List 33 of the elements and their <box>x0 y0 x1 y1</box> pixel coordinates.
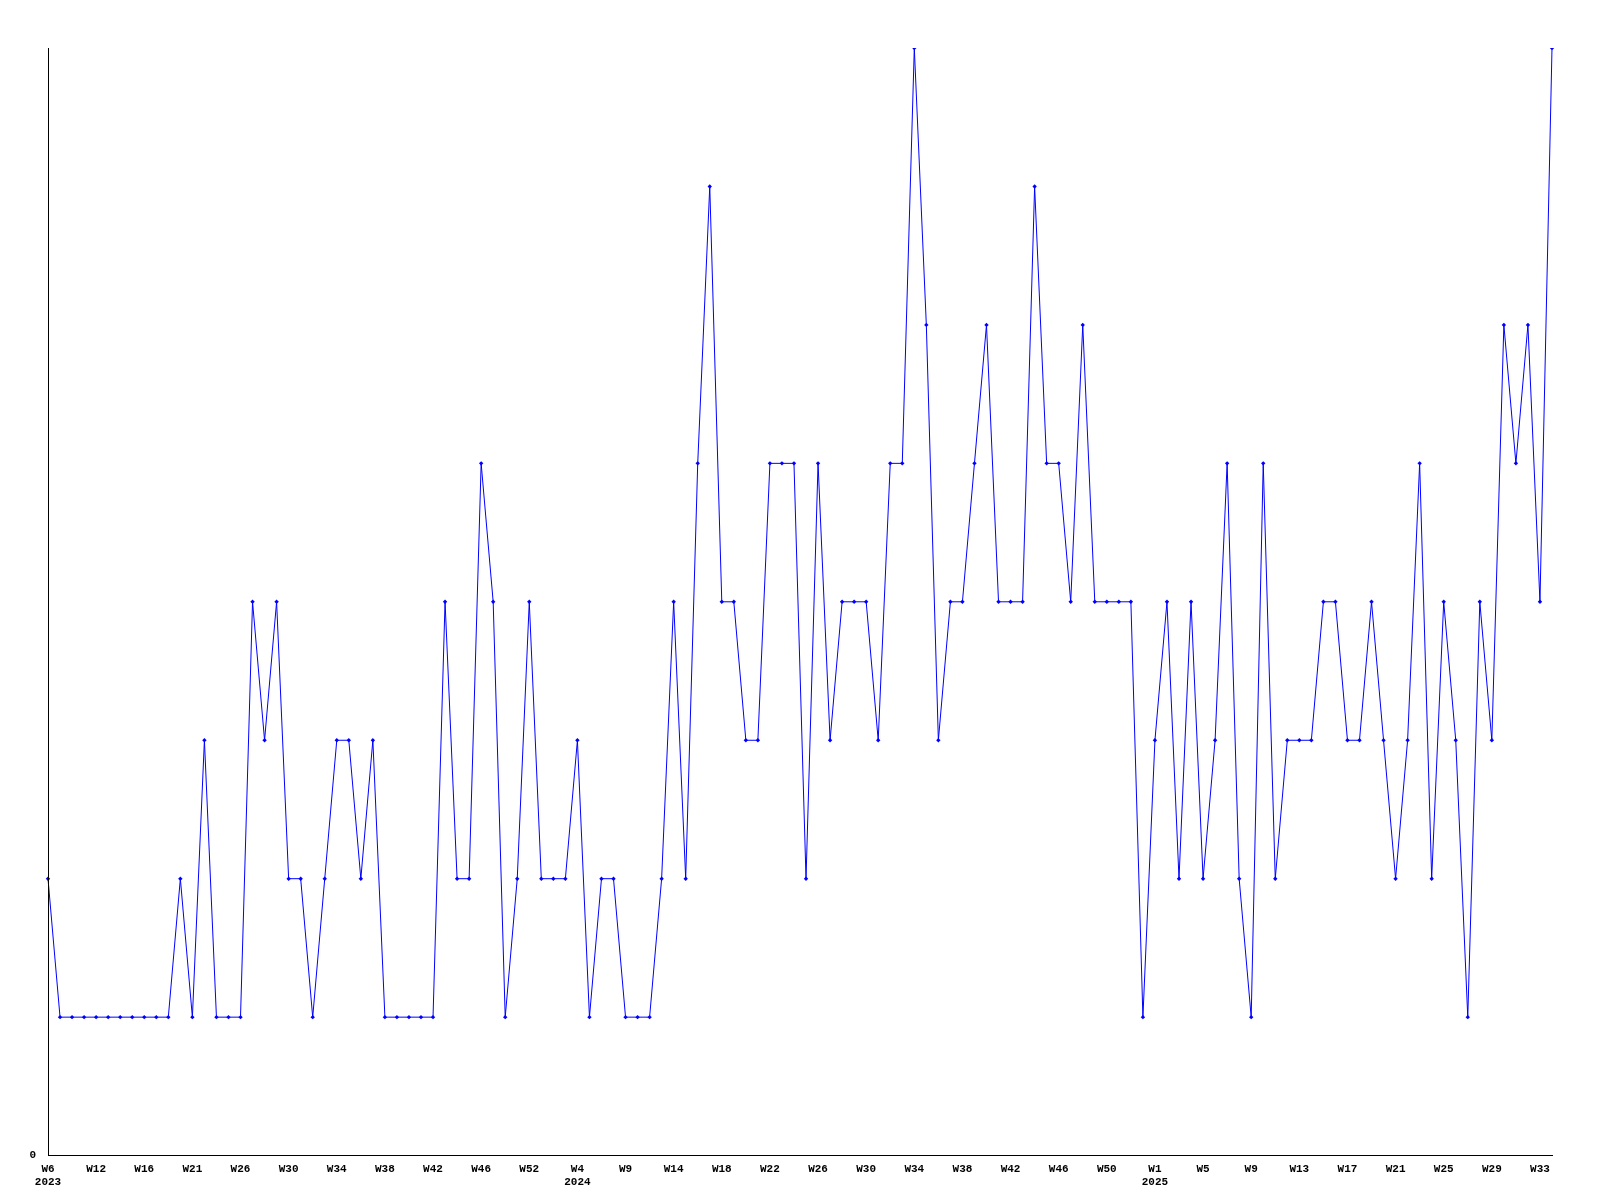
x-tick-label: W52 <box>519 1162 540 1175</box>
x-tick-label: W46 <box>1048 1162 1069 1175</box>
x-tick-label: W16 <box>134 1162 155 1175</box>
x-tick-label: W33 <box>1530 1162 1551 1175</box>
x-tick-label: W13 <box>1289 1162 1310 1175</box>
x-tick-label: W42 <box>423 1162 443 1175</box>
x-tick-label: W5 <box>1196 1162 1211 1175</box>
x-tick-label: W17 <box>1337 1162 1358 1175</box>
x-tick-label: W42 <box>1000 1162 1021 1175</box>
x-tick-label: W30 <box>856 1162 877 1175</box>
x-tick-label: W29 <box>1481 1162 1502 1175</box>
x-tick-label: W22 <box>760 1162 780 1175</box>
x-tick-label: W38 <box>952 1162 973 1175</box>
x-tick-label: W50 <box>1096 1162 1117 1175</box>
x-tick-label: W18 <box>711 1162 733 1175</box>
x-tick-label: W6 2023 <box>34 1162 62 1189</box>
x-tick-label: W4 2024 <box>564 1162 592 1189</box>
x-tick-label: W46 <box>471 1162 492 1175</box>
x-tick-label: W26 <box>808 1162 828 1175</box>
x-tick-label: W21 <box>1385 1162 1406 1175</box>
x-tick-label: W34 <box>326 1162 348 1175</box>
x-tick-label: W1 2025 <box>1141 1162 1169 1189</box>
x-tick-label: W9 <box>618 1162 633 1175</box>
x-tick-label: W38 <box>374 1162 396 1175</box>
x-tick-label: W30 <box>278 1162 299 1175</box>
x-tick-label: W21 <box>182 1162 203 1175</box>
x-tick-label: W9 <box>1244 1162 1258 1175</box>
x-tick-label: W14 <box>663 1162 684 1175</box>
text: 0 <box>29 1149 36 1162</box>
x-tick-label: W25 <box>1433 1162 1455 1175</box>
x-tick-label: W34 <box>904 1162 925 1175</box>
x-tick-label: W26 <box>230 1162 251 1175</box>
x-tick-label: W12 <box>86 1162 107 1175</box>
